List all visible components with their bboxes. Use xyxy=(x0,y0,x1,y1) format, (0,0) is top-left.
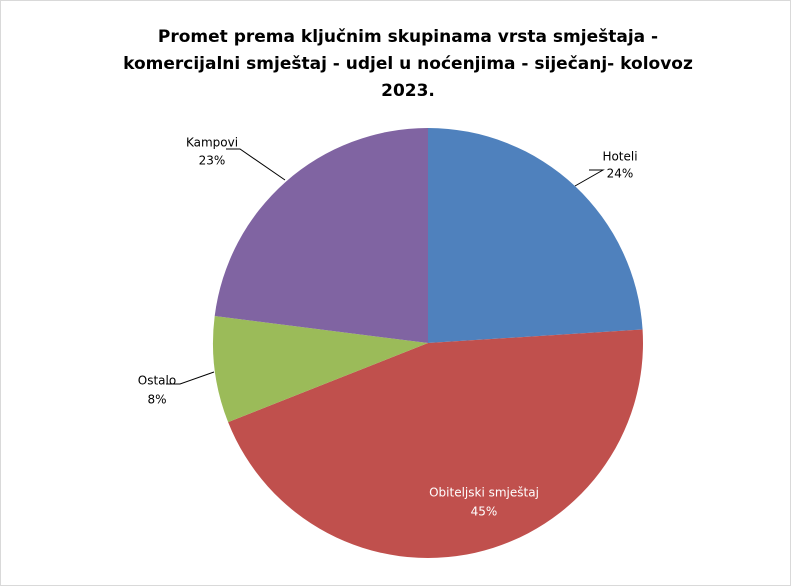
slice-value-label: 45% xyxy=(471,505,498,519)
slice-label: Hoteli xyxy=(602,150,637,164)
slice-value-label: 8% xyxy=(147,393,166,407)
chart-title: Promet prema ključnim skupinama vrsta sm… xyxy=(123,27,693,101)
pie-slice xyxy=(213,316,428,423)
slice-label: Kampovi xyxy=(186,136,238,150)
slice-label: Obiteljski smještaj xyxy=(429,486,539,500)
slice-label: Ostalo xyxy=(138,374,176,388)
leader-line xyxy=(226,148,286,181)
slice-value-label: 24% xyxy=(607,167,634,181)
pie-slice xyxy=(228,329,643,558)
leader-line xyxy=(574,169,605,187)
pie-slice xyxy=(214,128,428,343)
leader-line xyxy=(166,371,215,385)
pie-slice xyxy=(428,128,643,343)
slice-value-label: 23% xyxy=(199,154,226,168)
